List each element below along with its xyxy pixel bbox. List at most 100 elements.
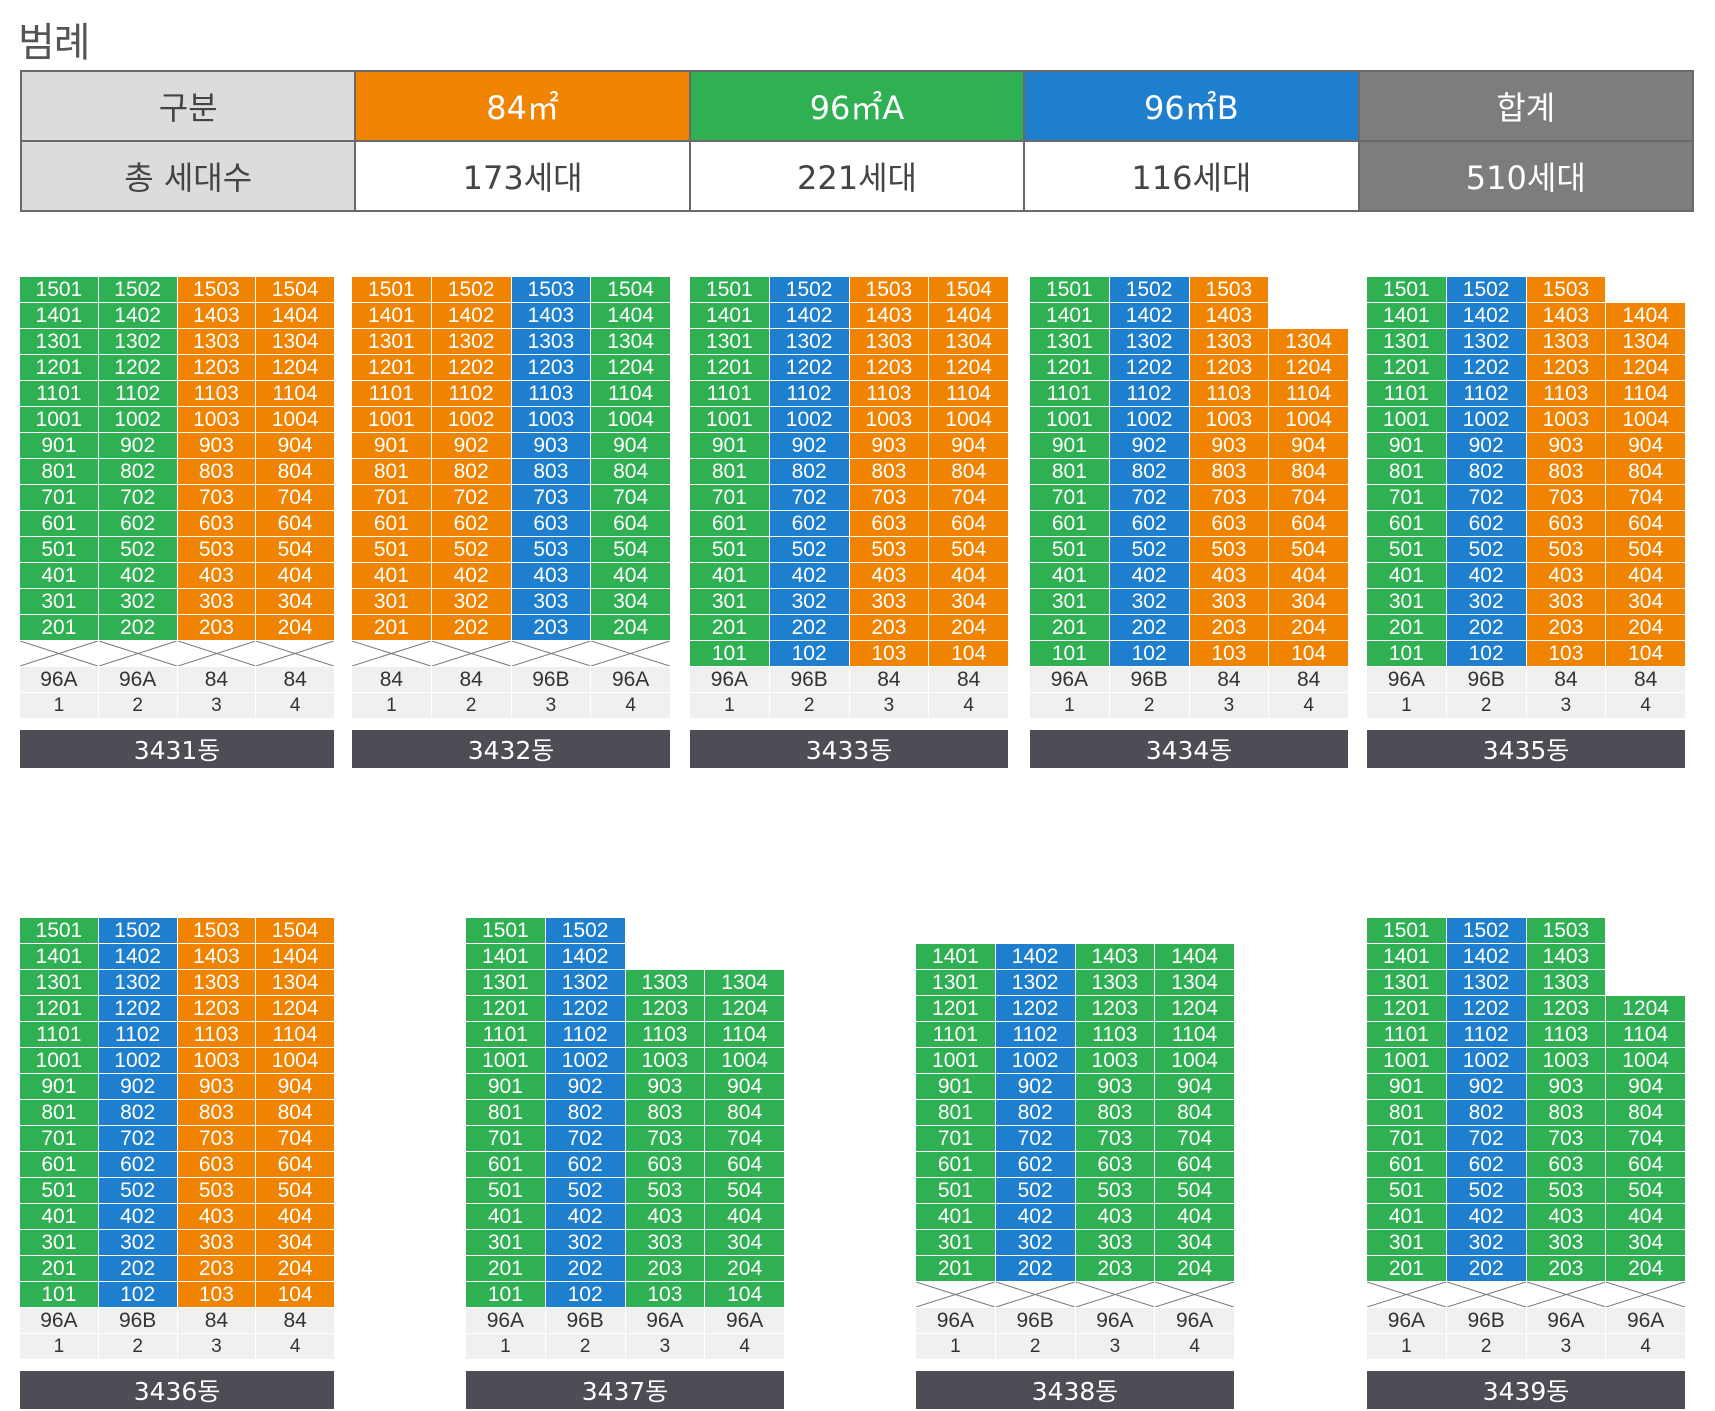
line-number-label: 1 xyxy=(352,693,431,718)
pilotis-cell xyxy=(1076,1282,1155,1307)
unit-cell: 604 xyxy=(1269,511,1348,536)
unit-cell: 901 xyxy=(20,433,98,458)
unit-cell: 701 xyxy=(20,485,98,510)
legend-type-96a: 96㎡A xyxy=(690,72,1024,140)
unit-cell: 1101 xyxy=(20,381,98,406)
unit-cell: 502 xyxy=(1446,537,1526,562)
unit-cell: 502 xyxy=(545,1178,625,1203)
unit-cell: 203 xyxy=(849,615,929,640)
unit-cell: 702 xyxy=(98,1126,177,1151)
line-number-label: 1 xyxy=(1367,1334,1446,1359)
unit-cell: 601 xyxy=(466,1152,545,1177)
unit-cell: 301 xyxy=(1030,589,1109,614)
unit-cell: 1101 xyxy=(916,1022,995,1047)
unit-cell: 802 xyxy=(431,459,511,484)
unit-cell: 902 xyxy=(98,433,177,458)
unit-cell: 702 xyxy=(1446,1126,1526,1151)
unit-cell: 502 xyxy=(769,537,849,562)
unit-cell: 201 xyxy=(690,615,769,640)
legend-type-total: 합계 xyxy=(1359,72,1692,140)
unit-type-label: 96B xyxy=(769,667,849,692)
unit-cell: 1104 xyxy=(1269,381,1348,406)
unit-cell: 1204 xyxy=(256,996,334,1021)
unit-cell: 1002 xyxy=(1109,407,1189,432)
building-3438: 1401 1402 1403 1404 1301 1302 1303 1304 1201 1202… xyxy=(916,918,1234,1409)
unit-cell: 501 xyxy=(20,1178,98,1203)
unit-cell: 402 xyxy=(1446,1204,1526,1229)
unit-cell: 1202 xyxy=(98,355,177,380)
empty-cell xyxy=(705,918,784,943)
unit-cell: 1204 xyxy=(591,355,670,380)
unit-cell: 1301 xyxy=(690,329,769,354)
unit-cell: 1401 xyxy=(20,944,98,969)
unit-cell: 1203 xyxy=(849,355,929,380)
unit-cell: 702 xyxy=(995,1126,1075,1151)
unit-cell: 1203 xyxy=(1526,996,1606,1021)
unit-cell: 901 xyxy=(690,433,769,458)
unit-cell: 903 xyxy=(1526,1074,1606,1099)
unit-cell: 601 xyxy=(1367,511,1446,536)
unit-cell: 1304 xyxy=(1606,329,1685,354)
unit-cell: 703 xyxy=(177,1126,256,1151)
unit-cell: 101 xyxy=(20,1282,98,1307)
unit-cell: 502 xyxy=(1109,537,1189,562)
unit-cell: 1102 xyxy=(1446,1022,1526,1047)
unit-cell: 1201 xyxy=(1367,355,1446,380)
unit-cell: 603 xyxy=(625,1152,705,1177)
unit-cell: 1501 xyxy=(20,277,98,302)
unit-cell: 504 xyxy=(705,1178,784,1203)
unit-cell: 903 xyxy=(511,433,591,458)
unit-cell: 201 xyxy=(20,615,98,640)
pilotis-cross-icon xyxy=(1076,1282,1155,1307)
unit-cell: 1304 xyxy=(1269,329,1348,354)
unit-cell: 1203 xyxy=(1526,355,1606,380)
unit-cell: 402 xyxy=(431,563,511,588)
unit-cell: 601 xyxy=(20,1152,98,1177)
unit-cell: 302 xyxy=(431,589,511,614)
unit-cell: 803 xyxy=(849,459,929,484)
unit-cell: 404 xyxy=(1606,1204,1685,1229)
unit-cell: 604 xyxy=(591,511,670,536)
unit-cell: 402 xyxy=(98,1204,177,1229)
unit-cell: 801 xyxy=(20,1100,98,1125)
unit-cell: 1004 xyxy=(1606,407,1685,432)
unit-cell: 1103 xyxy=(1526,1022,1606,1047)
unit-cell: 1404 xyxy=(929,303,1008,328)
unit-cell: 902 xyxy=(769,433,849,458)
legend-type-96b: 96㎡B xyxy=(1025,72,1358,140)
building-3432: 1501 1502 1503 1504 1401 1402 1403 1404 1301 1302… xyxy=(352,277,670,768)
unit-cell: 1101 xyxy=(352,381,431,406)
unit-cell: 1303 xyxy=(625,970,705,995)
unit-cell: 803 xyxy=(1075,1100,1155,1125)
empty-cell xyxy=(1606,277,1685,302)
unit-cell: 402 xyxy=(769,563,849,588)
unit-cell: 203 xyxy=(1075,1256,1155,1281)
line-number-label: 4 xyxy=(256,1334,334,1359)
unit-cell: 502 xyxy=(995,1178,1075,1203)
unit-cell: 504 xyxy=(1606,537,1685,562)
unit-cell: 1302 xyxy=(98,970,177,995)
building-3436: 1501 1502 1503 1504 1401 1402 1403 1404 1301 1302… xyxy=(20,918,334,1409)
unit-cell: 1203 xyxy=(625,996,705,1021)
unit-cell: 802 xyxy=(1446,459,1526,484)
unit-cell: 801 xyxy=(352,459,431,484)
unit-cell: 901 xyxy=(1367,433,1446,458)
unit-cell: 1502 xyxy=(98,277,177,302)
unit-cell: 401 xyxy=(20,1204,98,1229)
unit-cell: 302 xyxy=(545,1230,625,1255)
unit-cell: 1403 xyxy=(1189,303,1269,328)
unit-type-label: 84 xyxy=(177,667,256,692)
unit-cell: 503 xyxy=(177,1178,256,1203)
unit-cell: 1103 xyxy=(177,381,256,406)
unit-cell: 404 xyxy=(1606,563,1685,588)
unit-cell: 1401 xyxy=(1367,303,1446,328)
unit-type-label: 84 xyxy=(1269,667,1348,692)
pilotis-cross-icon xyxy=(352,641,431,666)
unit-cell: 1201 xyxy=(1030,355,1109,380)
unit-cell: 401 xyxy=(690,563,769,588)
unit-cell: 802 xyxy=(545,1100,625,1125)
empty-cell xyxy=(1269,303,1348,328)
unit-cell: 1103 xyxy=(511,381,591,406)
unit-cell: 701 xyxy=(1030,485,1109,510)
unit-cell: 401 xyxy=(1367,1204,1446,1229)
